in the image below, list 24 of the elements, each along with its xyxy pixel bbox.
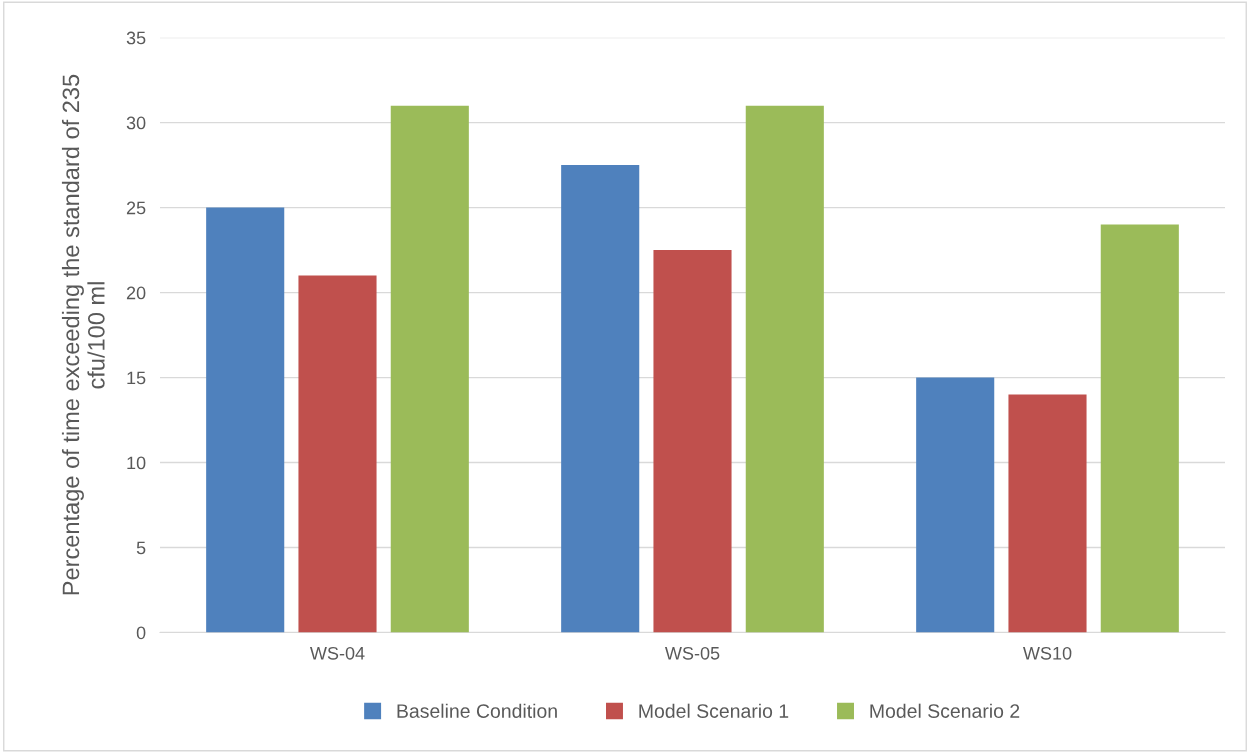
bar (390, 105, 469, 633)
y-axis-title: Percentage of time exceeding the standard of 235 cfu/100 ml (61, 74, 105, 595)
bar (653, 250, 732, 633)
y-tick-label: 20 (126, 286, 146, 300)
y-tick-label: 10 (127, 456, 146, 470)
bar (206, 207, 285, 633)
bar (916, 377, 995, 633)
bar (745, 105, 824, 633)
legend-label: Baseline Condition (397, 703, 557, 718)
y-tick-label: 0 (136, 626, 146, 640)
y-tick-label: 5 (136, 541, 146, 555)
bar (1100, 224, 1179, 633)
legend-label: Model Scenario 2 (870, 703, 1020, 718)
y-tick-label: 25 (126, 201, 146, 215)
x-tick-label: WS10 (1023, 646, 1072, 660)
x-tick-label: WS-05 (664, 646, 720, 660)
bar (298, 275, 377, 633)
x-tick-label: WS-04 (309, 646, 365, 660)
bar (1008, 394, 1087, 633)
y-tick-label: 15 (127, 371, 146, 385)
bar (561, 165, 640, 633)
legend-label: Model Scenario 1 (639, 703, 789, 718)
y-tick-label: 30 (126, 116, 146, 130)
y-tick-label: 35 (126, 31, 146, 45)
